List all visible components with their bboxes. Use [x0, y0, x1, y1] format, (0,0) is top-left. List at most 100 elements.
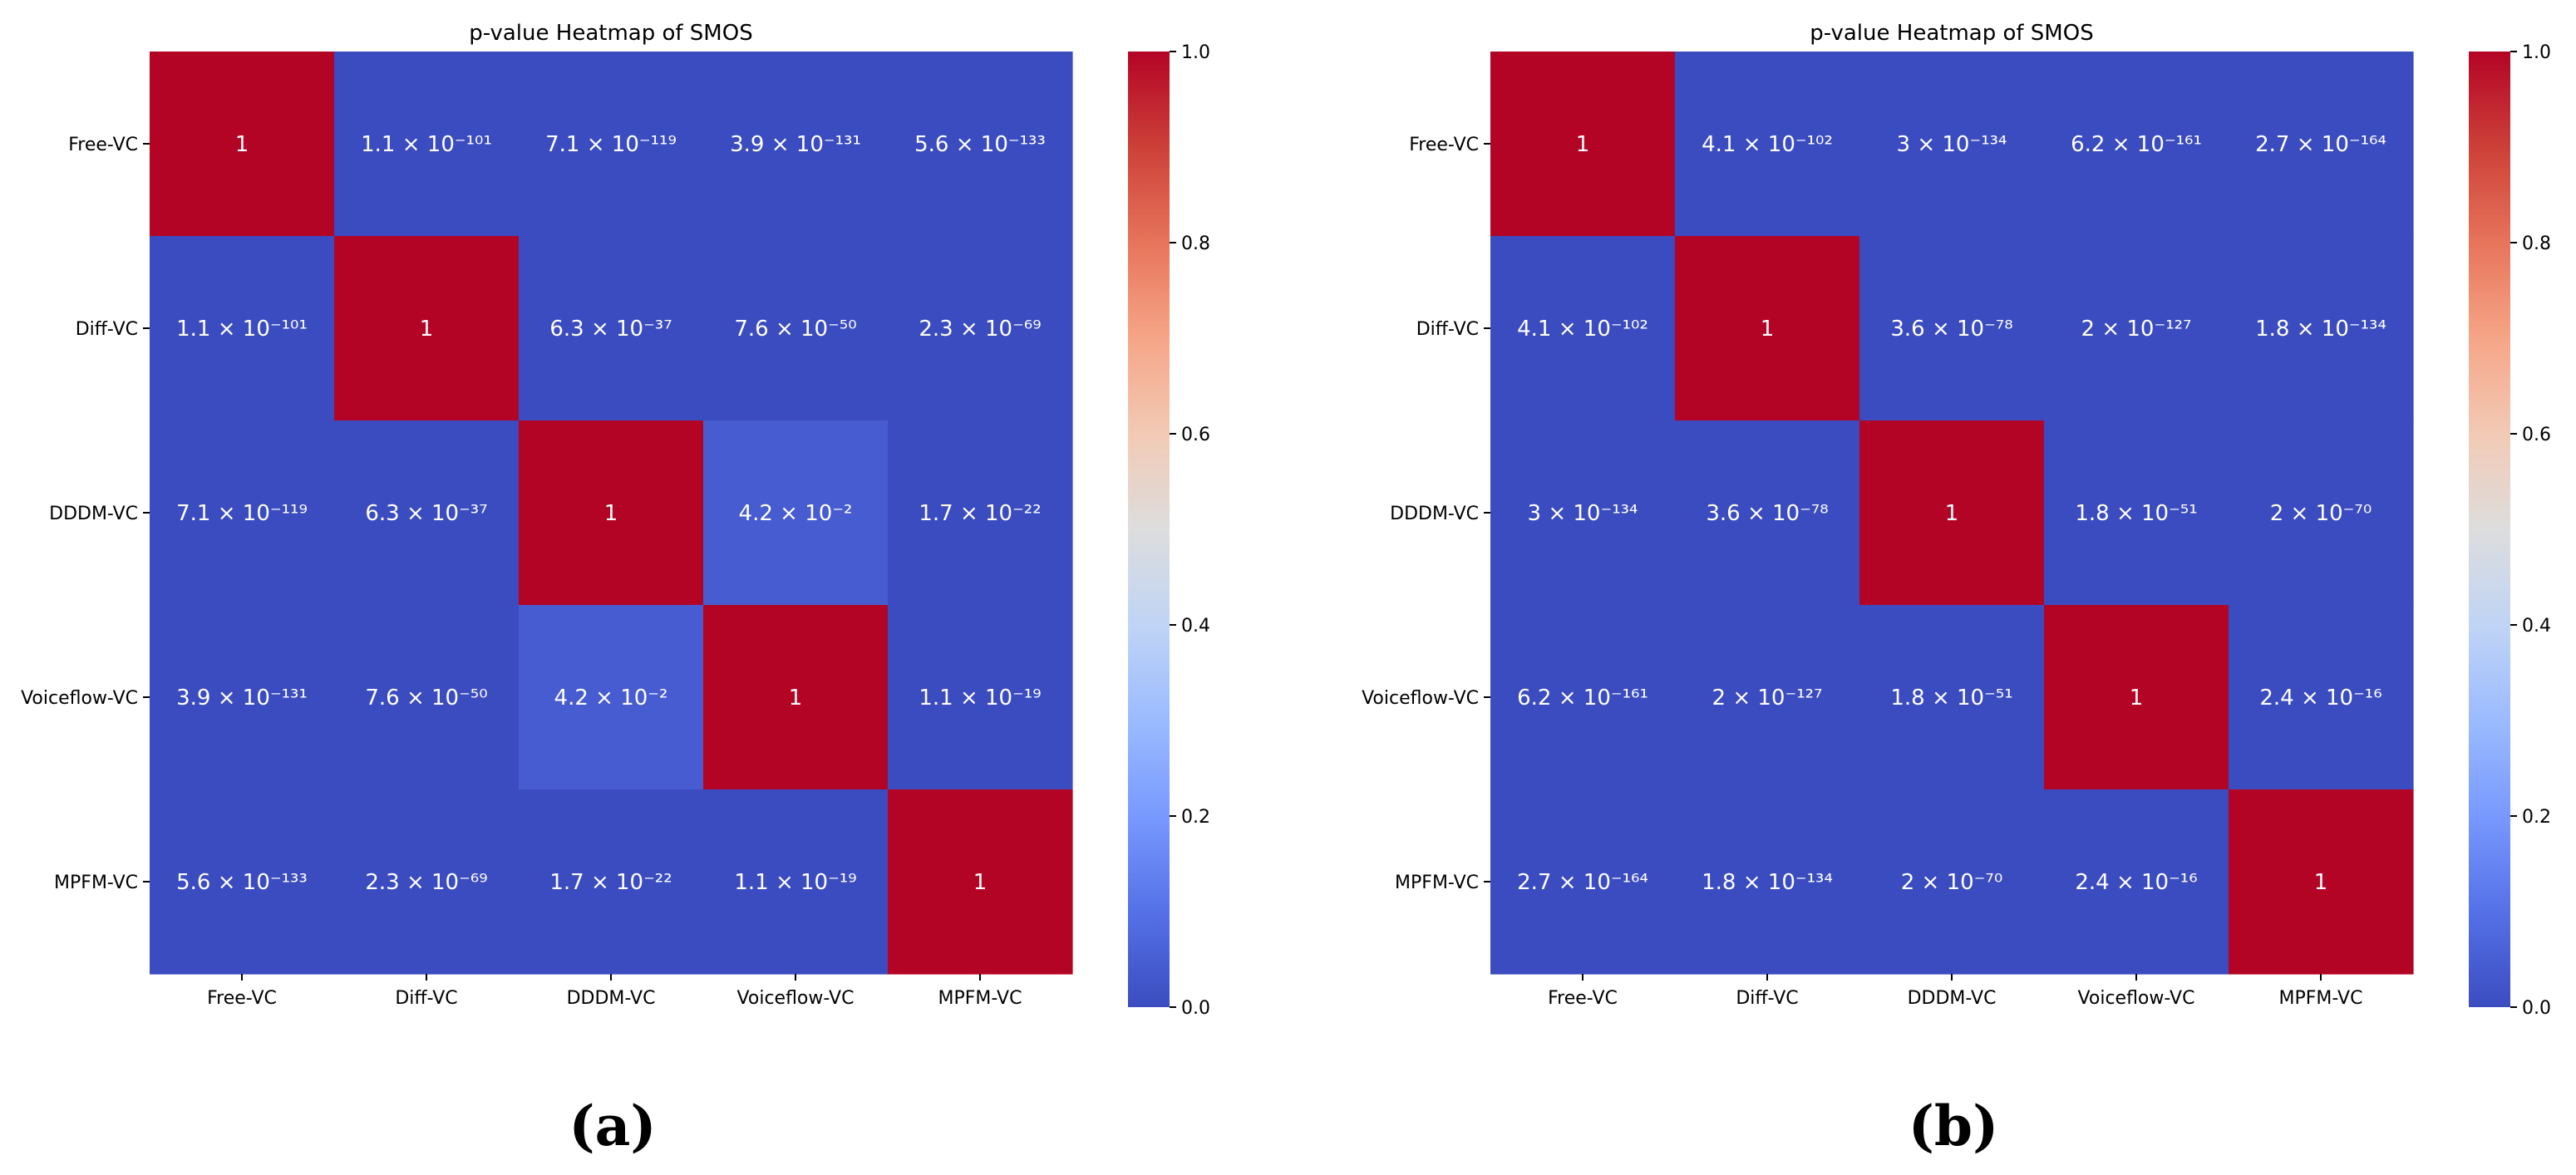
panel-a-cell-label: 1 [973, 870, 988, 895]
panel-a-xtick-label: MPFM-VC [938, 988, 1022, 1009]
panel-b-cell [2229, 605, 2414, 790]
panel-b-cell-label: 1.8 × 10⁻⁵¹ [1890, 686, 2012, 710]
panel-a-cell-label: 1 [604, 501, 618, 526]
panel-a-cell [888, 52, 1073, 237]
panel-a-cell-label: 4.2 × 10⁻² [554, 686, 668, 710]
panel-a-colorbar-tick-label: 0.6 [1181, 425, 1210, 445]
panel-a-colorbar-tick-label: 1.0 [1181, 42, 1210, 63]
panel-a-cell [150, 420, 335, 606]
panel-b-cell-label: 2 × 10⁻⁷⁰ [1901, 870, 2003, 895]
panel-b-cell-label: 3 × 10⁻¹³⁴ [1528, 501, 1638, 526]
panel-b-cell [1859, 420, 2045, 606]
panel-a-xtick-label: DDDM-VC [567, 988, 656, 1009]
panel-a-cell [519, 420, 704, 606]
panel-b-xtick-label: Voiceflow-VC [2078, 988, 2195, 1009]
panel-a-cell [703, 605, 889, 790]
panel-a-title: p-value Heatmap of SMOS [469, 21, 752, 46]
panel-a-cell [888, 605, 1073, 790]
panel-b-cell-label: 2 × 10⁻¹²⁷ [2081, 317, 2192, 342]
panel-b-cell [1675, 52, 1860, 237]
panel-a-cell [703, 789, 889, 975]
panel-b-cell [1675, 236, 1860, 421]
panel-b-cell [1490, 236, 1676, 421]
panel-b-cell [1859, 789, 2045, 975]
panel-a-cell-label: 4.2 × 10⁻² [739, 501, 853, 526]
panel-b-ytick-label: DDDM-VC [1390, 504, 1479, 524]
panel-b-ytick-label: Voiceflow-VC [1362, 688, 1479, 709]
panel-b-cell-label: 2.4 × 10⁻¹⁶ [2075, 870, 2197, 895]
panel-a-colorbar [1128, 52, 1170, 1007]
panel-a-cell [519, 236, 704, 421]
panel-b-cell-label: 1 [1576, 132, 1590, 157]
panel-a-cell-label: 6.3 × 10⁻³⁷ [365, 501, 487, 526]
panel-a-cell [150, 789, 335, 975]
panel-a-colorbar-tick-label: 0.4 [1181, 616, 1210, 637]
panel-a-cell [888, 420, 1073, 606]
panel-b-cell-label: 6.2 × 10⁻¹⁶¹ [2071, 132, 2202, 157]
panel-a-cell [150, 236, 335, 421]
panel-a-cell-label: 1.1 × 10⁻¹⁹ [919, 686, 1041, 710]
panel-b-ytick-label: MPFM-VC [1395, 873, 1479, 893]
panel-a-xtick-label: Voiceflow-VC [737, 988, 855, 1009]
panel-a-cell [150, 52, 335, 237]
panel-a-cell-label: 6.3 × 10⁻³⁷ [549, 317, 672, 342]
panel-b-xtick-label: Diff-VC [1736, 988, 1798, 1009]
panel-a-cell [334, 420, 520, 606]
panel-b-cell-label: 1.8 × 10⁻¹³⁴ [1702, 870, 1833, 895]
panel-b-cell [2044, 605, 2229, 790]
panel-a-cell-label: 1.1 × 10⁻¹⁰¹ [176, 317, 308, 342]
panel-b-cell [2229, 52, 2414, 237]
panel-a-caption: (a) [569, 1094, 656, 1158]
panel-a-cell-label: 3.9 × 10⁻¹³¹ [730, 132, 861, 157]
panel-a-colorbar-tick-label: 0.0 [1181, 998, 1210, 1019]
panel-a-cell-label: 7.6 × 10⁻⁵⁰ [734, 317, 856, 342]
panel-a-colorbar-tick-label: 0.2 [1181, 807, 1210, 828]
panel-a-cell [703, 236, 889, 421]
panel-b-cell-label: 6.2 × 10⁻¹⁶¹ [1517, 686, 1648, 710]
panel-a-cell [334, 605, 520, 790]
panel-b-cell-label: 1 [1761, 317, 1775, 342]
panel-b-cell [1675, 420, 1860, 606]
panel-a-cell-label: 5.6 × 10⁻¹³³ [914, 132, 1046, 157]
panel-b-colorbar-tick-label: 0.8 [2522, 234, 2551, 254]
panel-a-cell-label: 1 [420, 317, 434, 342]
panel-b-cell [1490, 420, 1676, 606]
panel-b-cell [2229, 420, 2414, 606]
panel-a-xtick-label: Free-VC [207, 988, 277, 1009]
panel-b-ytick-label: Free-VC [1409, 135, 1479, 155]
panel-b-cell-label: 2 × 10⁻¹²⁷ [1712, 686, 1823, 710]
panel-b-cell-label: 2.4 × 10⁻¹⁶ [2259, 686, 2381, 710]
panel-a-ytick-label: MPFM-VC [54, 873, 138, 893]
panel-a-cell [334, 52, 520, 237]
panel-a-cell-label: 5.6 × 10⁻¹³³ [176, 870, 308, 895]
panel-a-xtick-label: Diff-VC [395, 988, 457, 1009]
panel-b-cell-label: 3.6 × 10⁻⁷⁸ [1706, 501, 1828, 526]
panel-b-cell [1675, 605, 1860, 790]
panel-a-cell-label: 1 [235, 132, 249, 157]
panel-b-colorbar [2469, 52, 2510, 1007]
panel-b-cell-label: 2.7 × 10⁻¹⁶⁴ [1517, 870, 1648, 895]
panel-b-cell [2229, 789, 2414, 975]
panel-a-cell [703, 420, 889, 606]
panel-b-xtick-label: MPFM-VC [2279, 988, 2363, 1009]
panel-b-cell [1859, 605, 2045, 790]
panel-b-cell [1490, 605, 1676, 790]
panel-b-cell-label: 1 [1945, 501, 1959, 526]
panel-a-cell-label: 7.1 × 10⁻¹¹⁹ [176, 501, 308, 526]
panel-a-cell-label: 2.3 × 10⁻⁶⁹ [365, 870, 487, 895]
panel-b-cell-label: 1.8 × 10⁻⁵¹ [2075, 501, 2197, 526]
panel-a-cell [519, 52, 704, 237]
panel-a-cell [519, 605, 704, 790]
panel-b-cell-label: 3 × 10⁻¹³⁴ [1897, 132, 2007, 157]
panel-b-xtick-label: DDDM-VC [1908, 988, 1997, 1009]
panel-b-cell [2044, 420, 2229, 606]
panel-a-cell [334, 236, 520, 421]
panel-a-colorbar-tick-label: 0.8 [1181, 234, 1210, 254]
panel-a-ytick-label: Diff-VC [76, 319, 138, 340]
panel-b-cell [1490, 52, 1676, 237]
panel-a-cell-label: 1.7 × 10⁻²² [549, 870, 672, 895]
panel-b-cell-label: 4.1 × 10⁻¹⁰² [1517, 317, 1648, 342]
panel-a-cell-label: 1.1 × 10⁻¹⁹ [734, 870, 856, 895]
